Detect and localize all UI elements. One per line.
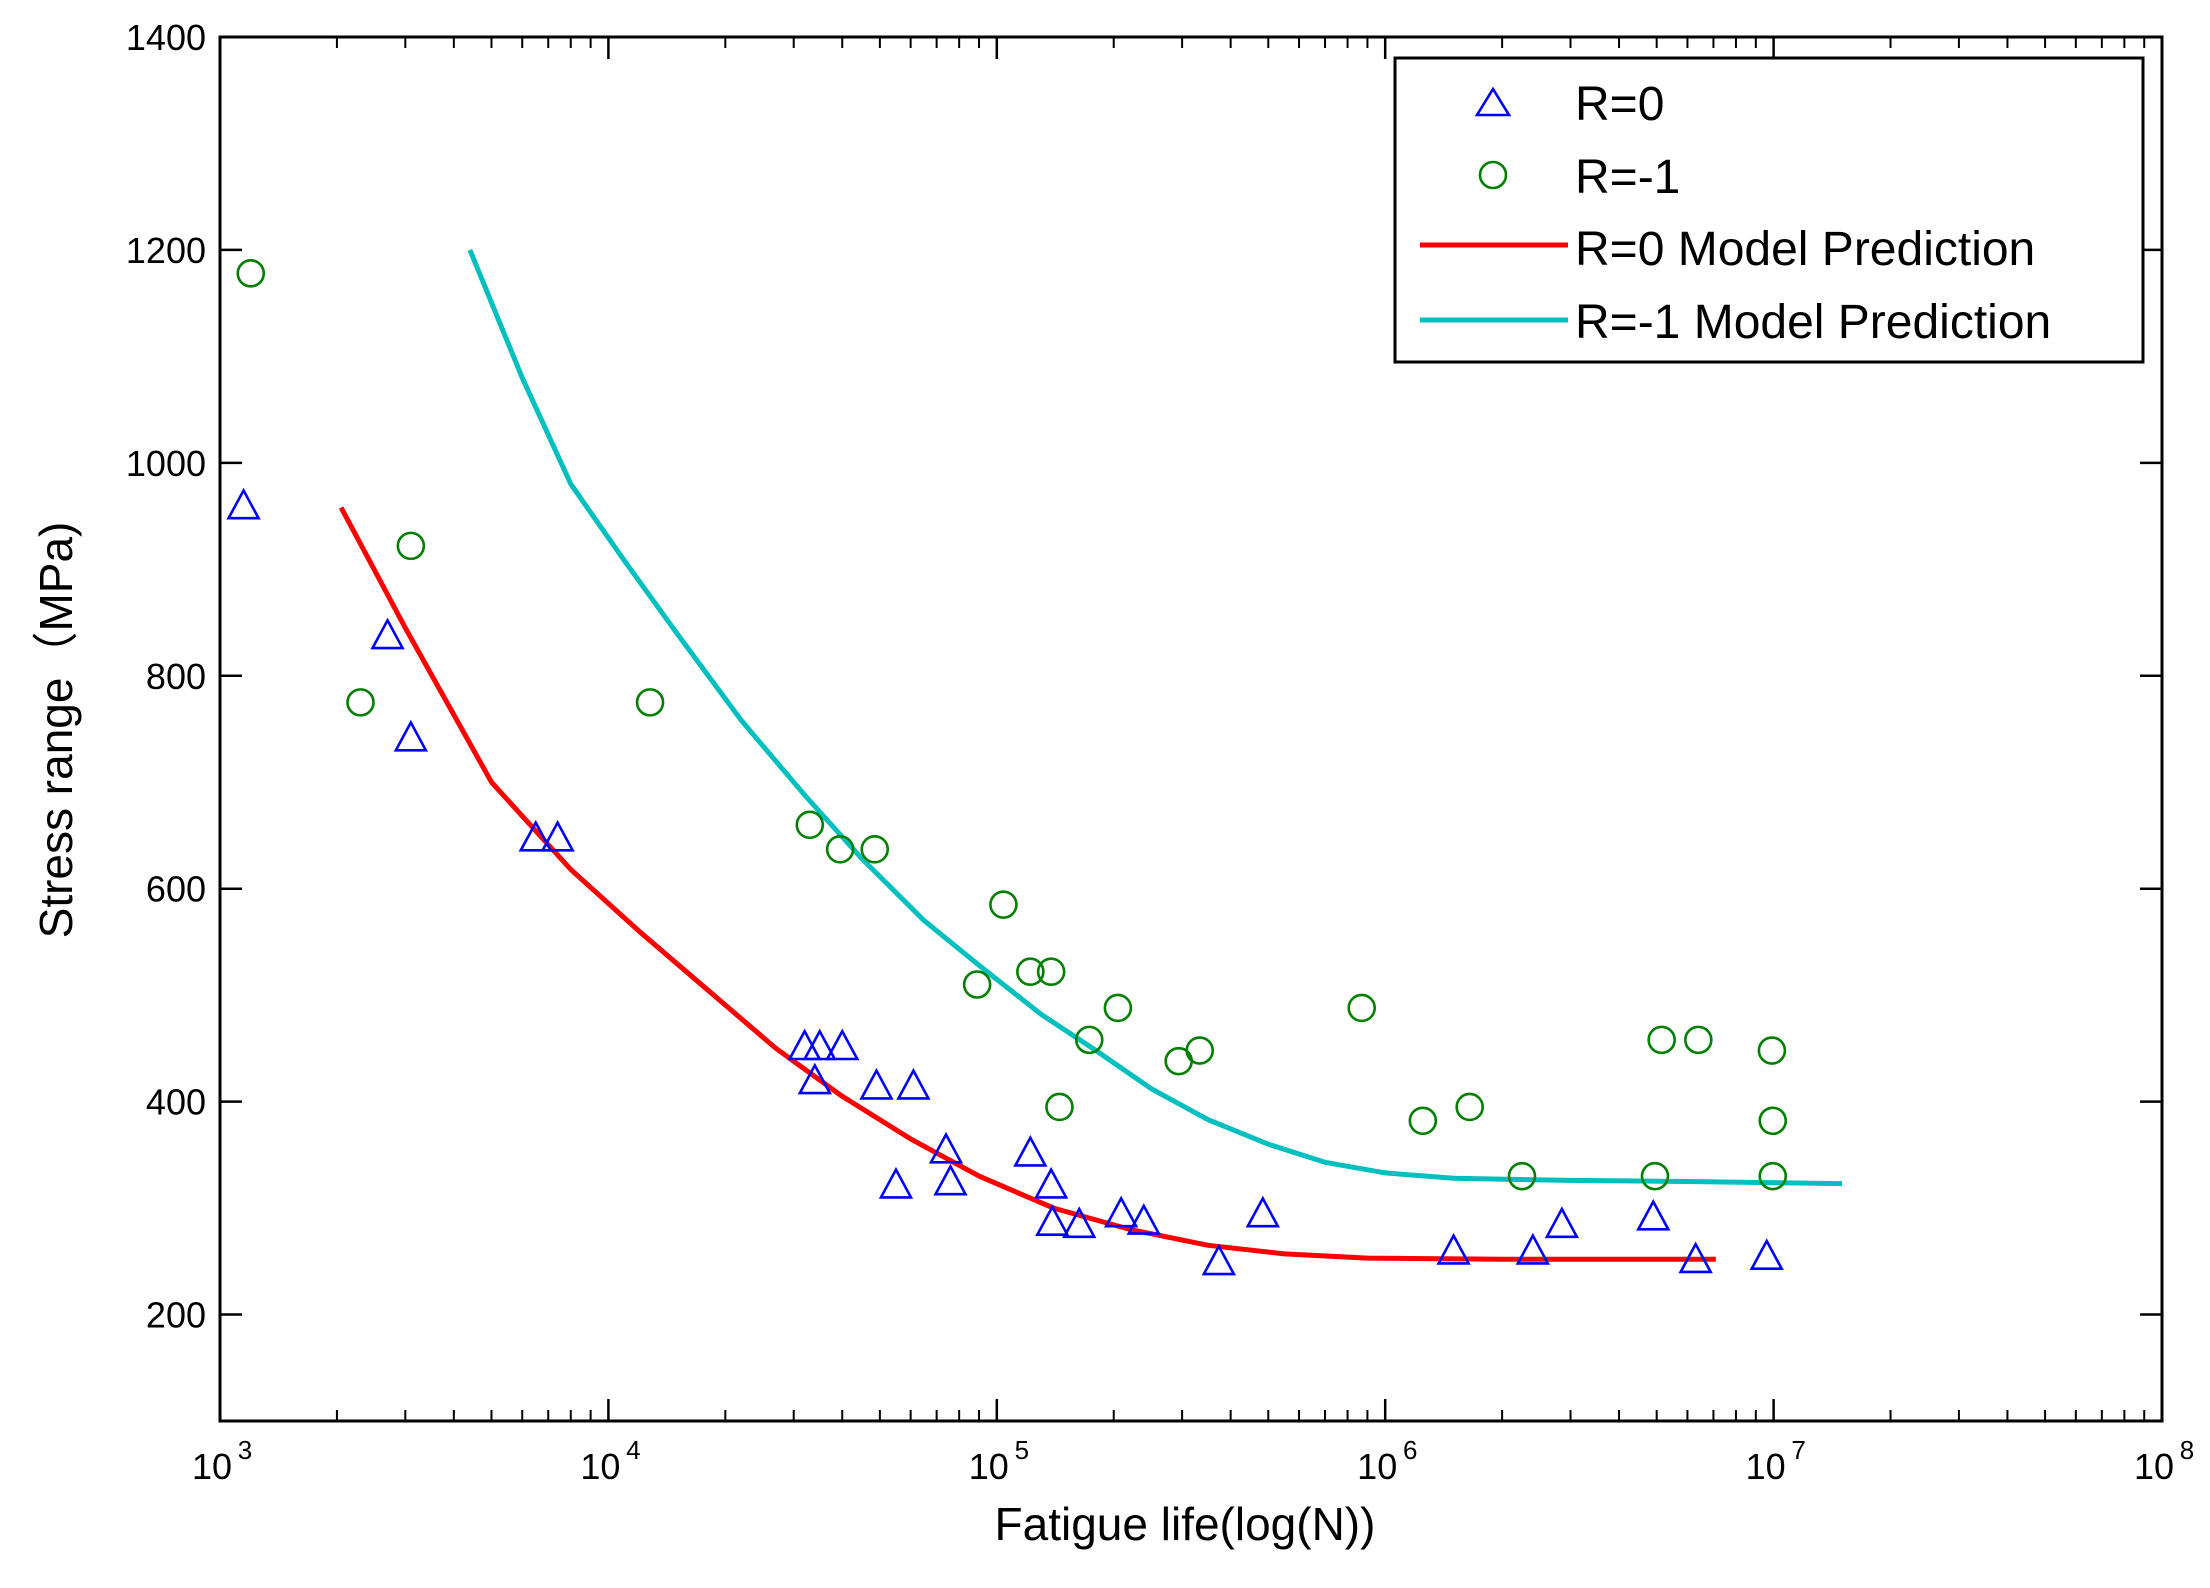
r-1-data-point (1684, 1025, 1713, 1055)
r-1-data-point (795, 810, 825, 840)
x-tick-exponent: 7 (1791, 1435, 1805, 1465)
series-line-3 (467, 248, 1843, 1187)
r-1-data-point (962, 970, 992, 999)
r-1-data-point (1647, 1025, 1676, 1055)
r-1-data-point (1036, 957, 1066, 987)
r0-data-point (518, 819, 553, 852)
r-1-data-point (1016, 957, 1045, 987)
y-tick-label: 1000 (126, 443, 206, 484)
legend-marker-r0-triangle (1474, 86, 1512, 117)
x-tick-exponent: 6 (1403, 1435, 1417, 1465)
r-1-data-point (1045, 1092, 1074, 1122)
r-1-data-point (1507, 1161, 1537, 1191)
r0-data-point (226, 487, 261, 520)
r0-data-point (859, 1067, 894, 1100)
y-tick-label: 200 (146, 1295, 206, 1336)
r0-data-point (1126, 1203, 1161, 1235)
legend-label-r-1-model: R=-1 Model Prediction (1575, 296, 2051, 349)
r0-data-point (1201, 1243, 1237, 1276)
r-1-data-point (1347, 993, 1377, 1023)
ytick-labels: 200 400 600 800 1000 1200 1400 (126, 17, 206, 1336)
r0-data-point (1245, 1195, 1280, 1228)
r-1-data-point (1640, 1161, 1670, 1191)
y-axis-label: Stress range（MPa) (30, 522, 82, 939)
r-1-data-point (1103, 993, 1133, 1023)
r0-data-point (393, 719, 429, 752)
y-tick-label: 600 (146, 869, 206, 910)
ticks-layer (218, 35, 2164, 1421)
r0-data-point (540, 819, 575, 852)
x-tick-label: 10 (969, 1446, 1009, 1487)
y-tick-label: 800 (146, 656, 206, 697)
x-tick-exponent: 3 (238, 1435, 252, 1465)
r0-data-point (928, 1131, 964, 1164)
y-tick-label: 400 (146, 1082, 206, 1123)
r0-data-point (1033, 1166, 1069, 1199)
legend-label-r0: R=0 (1575, 78, 1664, 131)
r0-data-point (797, 1062, 833, 1095)
r-1-data-point (1408, 1106, 1438, 1136)
r0-data-point (370, 617, 405, 650)
r0-data-point (933, 1163, 968, 1196)
r0-data-point (1062, 1206, 1097, 1239)
x-tick-exponent: 8 (2180, 1435, 2194, 1465)
r0-data-point (878, 1166, 914, 1199)
r-1-data-point (825, 835, 855, 864)
r-1-data-point (1185, 1036, 1215, 1065)
r0-data-point (825, 1028, 860, 1061)
y-tick-label: 1200 (126, 230, 206, 271)
x-axis-label: Fatigue life(log(N)) (995, 1498, 1376, 1550)
legend-marker-r-1-circle (1478, 160, 1508, 190)
r-1-data-point (1074, 1025, 1104, 1055)
x-tick-label: 10 (192, 1446, 232, 1487)
legend: R=0 R=-1 R=0 Model Prediction R=-1 Model… (1393, 56, 2145, 364)
r-1-data-point (1757, 1036, 1787, 1065)
r-1-data-point (860, 835, 890, 864)
x-tick-exponent: 5 (1015, 1435, 1029, 1465)
r-1-data-point (1758, 1106, 1788, 1136)
x-tick-label: 10 (1357, 1446, 1397, 1487)
x-tick-label: 10 (2134, 1446, 2174, 1487)
r0-data-point (1013, 1134, 1048, 1167)
r-1-data-point (1455, 1092, 1484, 1122)
r-1-data-point (989, 890, 1018, 919)
r0-data-point (1515, 1232, 1551, 1265)
legend-label-r0-model: R=0 Model Prediction (1575, 223, 2035, 276)
y-tick-label: 1400 (126, 17, 206, 58)
r0-data-point (1103, 1195, 1139, 1228)
r0-data-point (1035, 1204, 1070, 1236)
r-1-data-point (635, 688, 665, 717)
r0-data-point (1544, 1206, 1580, 1239)
points-layer (226, 259, 1788, 1276)
plot-frame (218, 35, 2164, 1423)
r-1-data-point (1758, 1161, 1788, 1191)
x-tick-label: 10 (1746, 1446, 1786, 1487)
xtick-labels: 10 3 10 4 10 5 10 6 10 7 10 8 (192, 1435, 2194, 1487)
r0-data-point (1678, 1241, 1713, 1274)
r0-data-point (1436, 1232, 1471, 1265)
legend-box (1393, 56, 2145, 364)
r-1-data-point (396, 531, 426, 561)
x-tick-exponent: 4 (626, 1435, 640, 1465)
r0-data-point (802, 1028, 837, 1061)
r-1-data-point (236, 259, 266, 288)
x-tick-label: 10 (580, 1446, 620, 1487)
r-1-data-point (346, 688, 375, 717)
r0-data-point (896, 1067, 931, 1100)
legend-label-r-1: R=-1 (1575, 151, 1680, 204)
r0-data-point (1749, 1238, 1784, 1271)
r0-data-point (1636, 1198, 1671, 1231)
